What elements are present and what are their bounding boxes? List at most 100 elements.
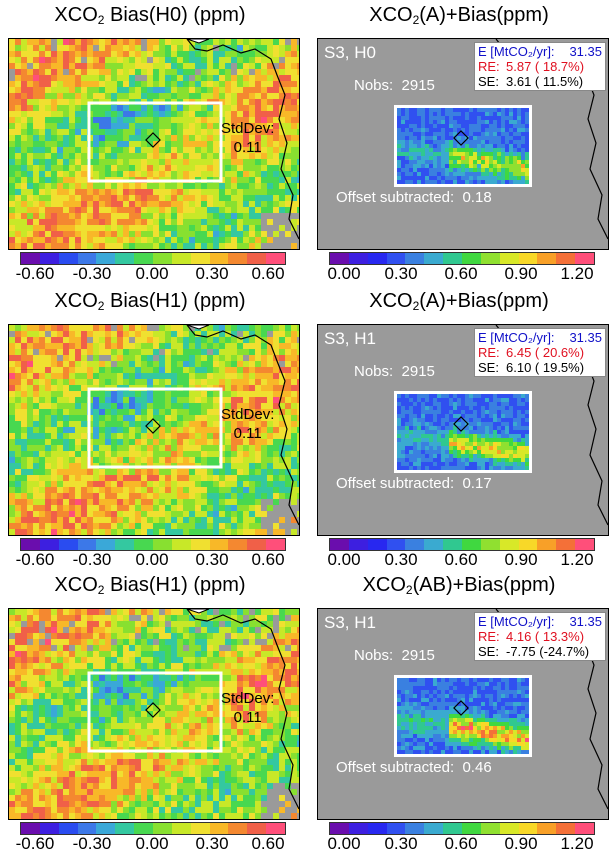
inset-cell (505, 176, 509, 180)
map-cell (63, 201, 69, 207)
map-cell (225, 517, 231, 523)
colorbar-swatch (330, 253, 349, 264)
inset-cell (457, 148, 461, 152)
inset-cell (525, 120, 529, 124)
inset-cell (485, 418, 489, 422)
map-cell (189, 481, 195, 487)
inset-cell (429, 466, 433, 470)
map-cell (63, 331, 69, 337)
map-cell (231, 231, 237, 237)
map-cell (27, 529, 33, 535)
inset-cell (485, 422, 489, 426)
inset-cell (501, 410, 505, 414)
map-cell (135, 337, 141, 343)
map-cell (159, 409, 165, 415)
map-cell (129, 505, 135, 511)
map-cell (27, 63, 33, 69)
inset-cell (457, 128, 461, 132)
map-cell (183, 213, 189, 219)
inset-cell (429, 454, 433, 458)
map-cell (33, 123, 39, 129)
inset-cell (413, 402, 417, 406)
map-cell (255, 69, 261, 75)
map-cell (225, 355, 231, 361)
map-cell (189, 207, 195, 213)
map-cell (15, 243, 21, 249)
map-cell (129, 355, 135, 361)
inset-cell (413, 450, 417, 454)
map-cell (81, 367, 87, 373)
map-cell (225, 195, 231, 201)
inset-cell (497, 446, 501, 450)
map-cell (39, 475, 45, 481)
inset-cell (409, 164, 413, 168)
map-cell (297, 195, 299, 201)
map-cell (57, 39, 63, 45)
colorbar-swatch (367, 253, 387, 264)
map-cell (279, 349, 285, 355)
inset-cell (437, 446, 441, 450)
map-cell (111, 135, 117, 141)
map-cell (207, 243, 213, 249)
map-cell (159, 403, 165, 409)
map-cell (183, 87, 189, 93)
map-cell (141, 493, 147, 499)
map-cell (267, 615, 273, 621)
map-cell (27, 153, 33, 159)
inset-cell (453, 466, 457, 470)
map-cell (99, 439, 105, 445)
map-cell (51, 177, 57, 183)
map-cell (27, 195, 33, 201)
map-cell (93, 427, 99, 433)
map-cell (111, 355, 117, 361)
inset-cell (513, 156, 517, 160)
map-cell (231, 403, 237, 409)
map-cell (225, 147, 231, 153)
map-cell (147, 93, 153, 99)
map-cell (213, 397, 219, 403)
map-cell (297, 337, 299, 343)
map-cell (213, 231, 219, 237)
map-cell (201, 243, 207, 249)
inset-cell (469, 458, 473, 462)
map-cell (75, 57, 81, 63)
map-cell (27, 367, 33, 373)
map-cell (21, 499, 27, 505)
inset-cell (509, 144, 513, 148)
inset-cell (413, 422, 417, 426)
map-cell (195, 445, 201, 451)
map-cell (93, 69, 99, 75)
map-cell (93, 87, 99, 93)
inset-cell (457, 418, 461, 422)
map-cell (15, 499, 21, 505)
map-cell (243, 213, 249, 219)
map-cell (213, 171, 219, 177)
inset-cell (509, 172, 513, 176)
map-cell (15, 177, 21, 183)
map-cell (189, 159, 195, 165)
map-cell (255, 433, 261, 439)
map-cell (279, 439, 285, 445)
map-cell (117, 213, 123, 219)
inset-cell (461, 164, 465, 168)
map-cell (237, 355, 243, 361)
map-cell (231, 517, 237, 523)
map-cell (27, 219, 33, 225)
map-cell (255, 123, 261, 129)
colorbar-swatch (556, 539, 576, 550)
map-cell (207, 609, 213, 615)
map-cell (195, 135, 201, 141)
map-cell (21, 475, 27, 481)
map-cell (231, 621, 237, 627)
map-cell (21, 195, 27, 201)
map-cell (87, 505, 93, 511)
map-cell (51, 379, 57, 385)
inset-cell (485, 144, 489, 148)
inset-cell (413, 394, 417, 398)
map-cell (141, 433, 147, 439)
inset-cell (521, 152, 525, 156)
map-cell (27, 159, 33, 165)
map-cell (9, 609, 15, 615)
inset-cell (437, 132, 441, 136)
map-cell (261, 439, 267, 445)
